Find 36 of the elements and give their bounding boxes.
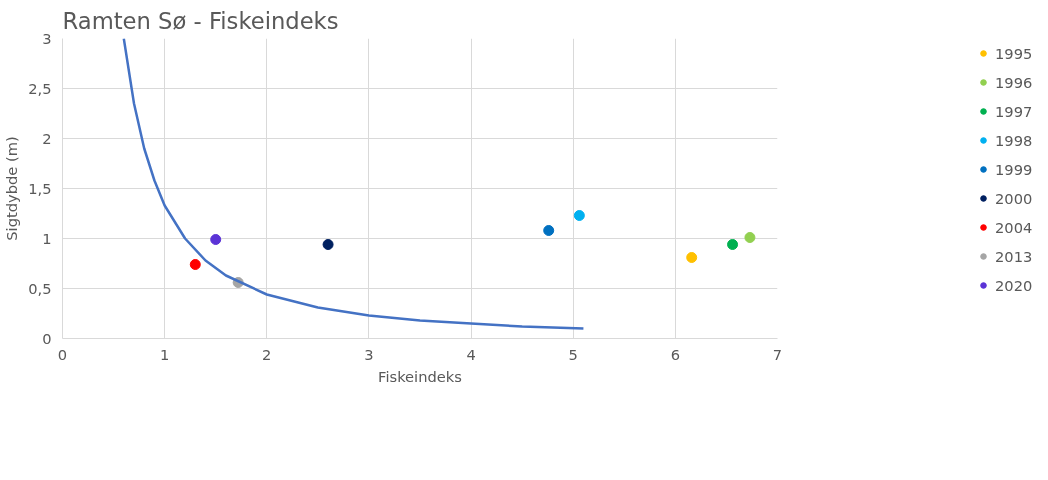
y-tick-label: 0,5 bbox=[28, 279, 52, 297]
legend-label: 2020 bbox=[995, 276, 1034, 294]
point bbox=[543, 225, 555, 236]
y-tick-label: 2 bbox=[42, 129, 52, 147]
y-tick-label: 3 bbox=[42, 29, 52, 47]
legend-label: 1997 bbox=[995, 102, 1034, 120]
legend-label: 2013 bbox=[995, 247, 1034, 265]
legend-label: 1996 bbox=[995, 73, 1034, 91]
point bbox=[322, 239, 334, 250]
legend-label: 2004 bbox=[995, 218, 1034, 236]
x-tick-label: 1 bbox=[159, 345, 170, 363]
point bbox=[686, 252, 698, 263]
x-tick-label: 3 bbox=[364, 345, 374, 363]
chart-title: Ramten Sø - Fiskeindeks bbox=[62, 7, 339, 34]
point bbox=[210, 234, 222, 245]
y-tick-label: 1,5 bbox=[28, 179, 52, 197]
legend-label: 2000 bbox=[995, 189, 1034, 207]
legend-label: 1999 bbox=[995, 160, 1034, 178]
y-tick-label: 1 bbox=[42, 229, 52, 247]
x-tick-label: 7 bbox=[772, 345, 783, 363]
x-tick-label: 5 bbox=[568, 345, 578, 363]
point bbox=[744, 232, 756, 243]
y-tick-label: 2,5 bbox=[28, 79, 52, 97]
x-tick-label: 6 bbox=[670, 345, 681, 363]
x-tick-label: 2 bbox=[262, 345, 272, 363]
y-tick-label: 0 bbox=[42, 329, 52, 347]
x-tick-label: 0 bbox=[57, 345, 68, 363]
legend-label: 1998 bbox=[995, 131, 1034, 149]
point bbox=[573, 210, 585, 221]
x-tick-label: 4 bbox=[466, 345, 476, 363]
x-axis-title: Fiskeindeks bbox=[378, 367, 462, 385]
legend-label: 1995 bbox=[995, 44, 1034, 62]
point bbox=[727, 239, 739, 250]
line-series bbox=[122, 38, 585, 330]
point bbox=[189, 259, 201, 270]
y-axis-title: Sigtdybde (m) bbox=[3, 136, 21, 241]
